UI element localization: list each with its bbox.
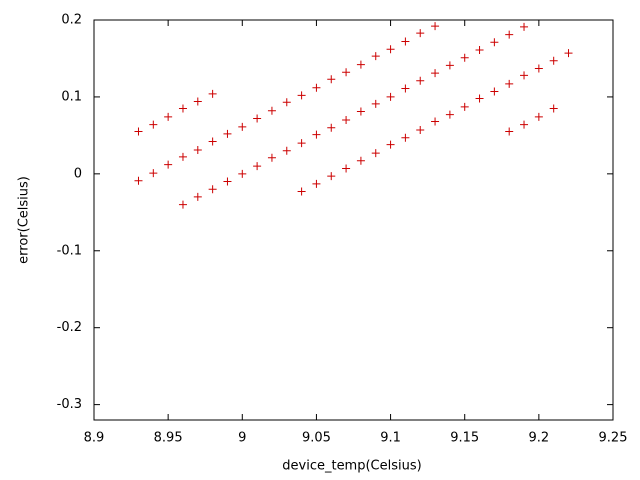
point [208,137,217,146]
point [282,98,291,107]
point [431,69,440,78]
point [416,29,425,38]
y-tick-label: -0.2 [57,320,82,335]
point [149,169,158,178]
point [416,126,425,134]
x-tick-label: 9.1 [380,431,401,446]
point [490,87,499,96]
point [431,22,440,31]
point [282,146,291,155]
point [386,140,395,149]
point [164,160,173,169]
point [134,127,143,136]
point [549,104,558,113]
x-tick-label: 8.9 [84,431,105,446]
point [327,123,336,132]
plot-frame [93,19,614,421]
point [401,84,410,93]
y-tick-label: 0 [74,166,82,181]
point [164,112,173,121]
x-tick-label: 9.2 [529,431,550,446]
point [445,110,454,119]
point [238,169,247,178]
x-tick-label: 9.05 [302,431,331,446]
y-axis-label: error(Celsius) [17,176,32,264]
point [371,99,380,108]
point [356,107,365,116]
point [327,75,336,84]
x-axis-label: device_temp(Celsius) [282,459,421,474]
point [149,120,158,129]
point [371,149,380,158]
point [460,53,469,62]
y-tick-label: -0.3 [57,397,82,412]
point [238,122,247,131]
point [505,127,514,136]
point [386,92,395,101]
point [534,112,543,121]
point [178,200,187,209]
point [208,89,217,98]
point [223,129,232,138]
point [327,172,336,181]
point [342,164,351,173]
point [178,152,187,161]
point [505,30,514,39]
point [208,185,217,194]
point [564,49,573,58]
point [416,76,425,85]
x-tick-label: 9 [238,431,246,446]
point [267,106,276,115]
point [505,79,514,88]
point [342,116,351,124]
point [356,156,365,165]
point [193,97,202,106]
point [253,114,262,123]
point [356,60,365,69]
point [475,94,484,103]
point [475,46,484,54]
point [312,179,321,188]
y-tick-label: -0.1 [57,243,82,258]
point [460,102,469,111]
point [445,61,454,70]
x-tick-label: 9.15 [450,431,479,446]
point [431,117,440,126]
point [297,91,306,100]
point [520,22,529,31]
point [386,45,395,54]
point [401,133,410,142]
point [267,153,276,162]
point [534,64,543,73]
point [178,104,187,113]
point [401,37,410,46]
x-tick-label: 9.25 [599,431,628,446]
y-tick-label: 0.1 [61,89,82,104]
point [520,71,529,80]
point [312,83,321,92]
point [342,68,351,77]
point [223,177,232,186]
point [193,192,202,201]
point [297,139,306,148]
x-tick-label: 8.95 [154,431,183,446]
y-tick-label: 0.2 [61,13,82,28]
point [193,146,202,154]
point [297,187,306,196]
point [371,52,380,61]
point [253,162,262,171]
point [549,56,558,65]
point [520,120,529,129]
point [312,130,321,139]
point [490,38,499,47]
point [134,176,143,185]
